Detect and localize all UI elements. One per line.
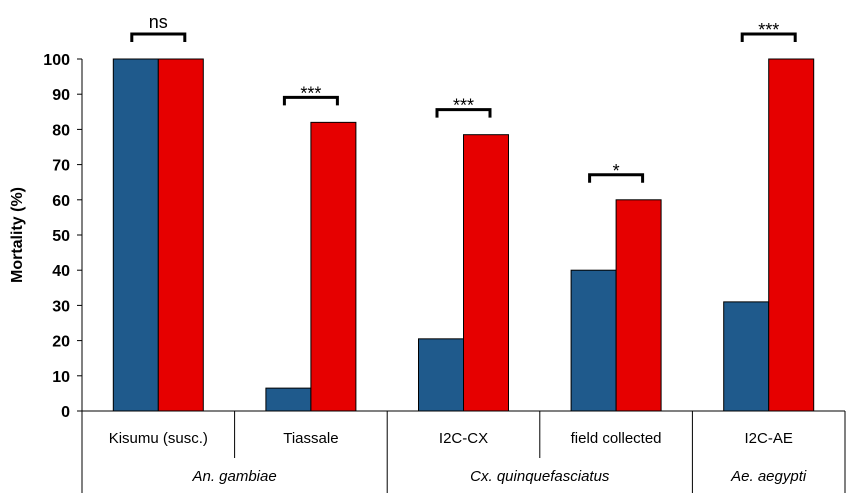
significance-bracket xyxy=(282,95,339,106)
significance-bracket xyxy=(588,173,645,183)
category-label: I2C-AE xyxy=(745,430,793,447)
significance-label: *** xyxy=(300,83,321,103)
bar-series2-3 xyxy=(615,199,662,412)
y-tick-label: 10 xyxy=(52,369,70,386)
y-tick-label: 60 xyxy=(52,193,70,210)
y-tick-label: 40 xyxy=(52,263,70,280)
y-tick-label: 90 xyxy=(52,87,70,104)
bar-series1-2 xyxy=(418,338,464,412)
bar-series2-2 xyxy=(463,134,509,412)
group-label: Ae. aegypti xyxy=(730,468,807,485)
y-tick-label: 30 xyxy=(52,298,70,315)
significance-label: ns xyxy=(149,12,168,32)
bar-series1-1 xyxy=(265,387,312,412)
y-tick-label: 70 xyxy=(52,158,70,175)
bar-series2-1 xyxy=(310,121,357,412)
category-label: Kisumu (susc.) xyxy=(109,430,208,447)
y-tick-label: 50 xyxy=(52,228,70,245)
bar-series2-0 xyxy=(157,58,204,412)
category-label: I2C-CX xyxy=(439,430,488,447)
category-label: field collected xyxy=(571,430,662,447)
significance-bracket xyxy=(435,108,492,118)
group-label: Cx. quinquefasciatus xyxy=(470,468,610,485)
bar-series1-4 xyxy=(723,301,770,412)
bar-series1-3 xyxy=(570,269,617,412)
significance-bracket xyxy=(740,32,797,42)
y-tick-label: 20 xyxy=(52,334,70,351)
y-tick-label: 0 xyxy=(61,404,70,421)
group-label: An. gambiae xyxy=(191,468,276,485)
significance-label: *** xyxy=(453,96,474,116)
significance-bracket xyxy=(130,32,187,42)
bar-series1-0 xyxy=(112,58,159,412)
y-tick-label: 80 xyxy=(52,122,70,139)
category-label: Tiassale xyxy=(283,430,338,447)
bar-series2-4 xyxy=(768,58,815,412)
y-axis-title: Mortality (%) xyxy=(9,187,26,283)
significance-label: *** xyxy=(758,20,779,40)
y-tick-label: 100 xyxy=(43,52,70,69)
significance-label: * xyxy=(613,161,620,181)
